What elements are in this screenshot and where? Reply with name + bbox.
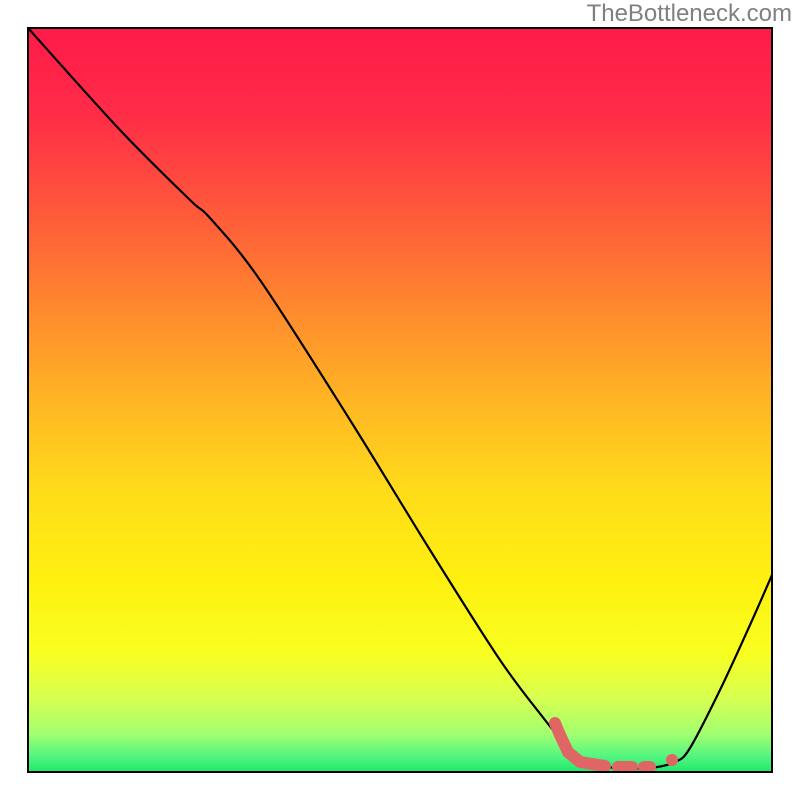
plot-background [28, 28, 772, 772]
watermark: TheBottleneck.com [587, 0, 792, 28]
chart-container: TheBottleneck.com [0, 0, 800, 800]
chart-svg [0, 0, 800, 800]
